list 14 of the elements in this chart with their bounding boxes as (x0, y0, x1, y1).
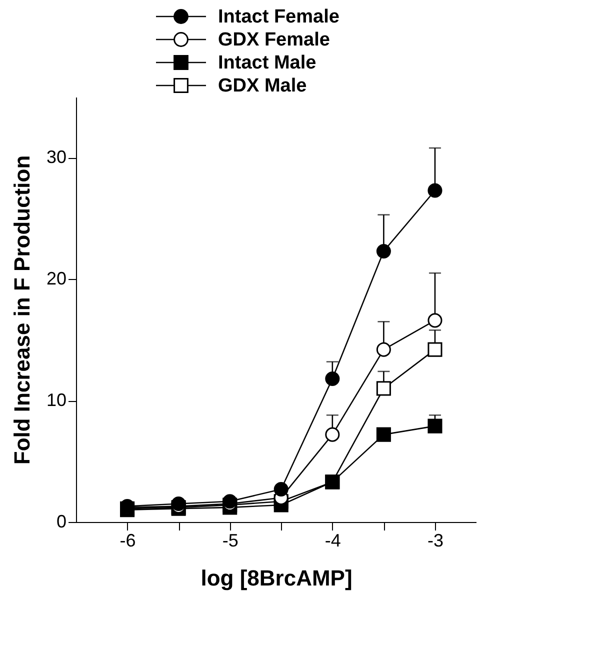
legend-label: GDX Female (218, 30, 330, 50)
legend-label: Intact Male (218, 52, 316, 74)
x-tick-label: -4 (324, 530, 341, 550)
x-tick-label: -3 (427, 530, 444, 550)
x-tick-label: -5 (222, 530, 238, 550)
x-tick-label: -6 (120, 530, 136, 550)
x-axis-title: log [8BrcAMP] (200, 566, 352, 590)
y-tick-label: 10 (46, 390, 66, 410)
y-tick-label: 0 (56, 512, 66, 532)
legend-label: Intact Female (218, 6, 340, 28)
y-axis-title: Fold Increase in F Production (9, 155, 34, 465)
y-tick-label: 20 (46, 268, 66, 289)
y-tick-label: 30 (46, 147, 66, 168)
legend-label: GDX Male (218, 76, 307, 96)
